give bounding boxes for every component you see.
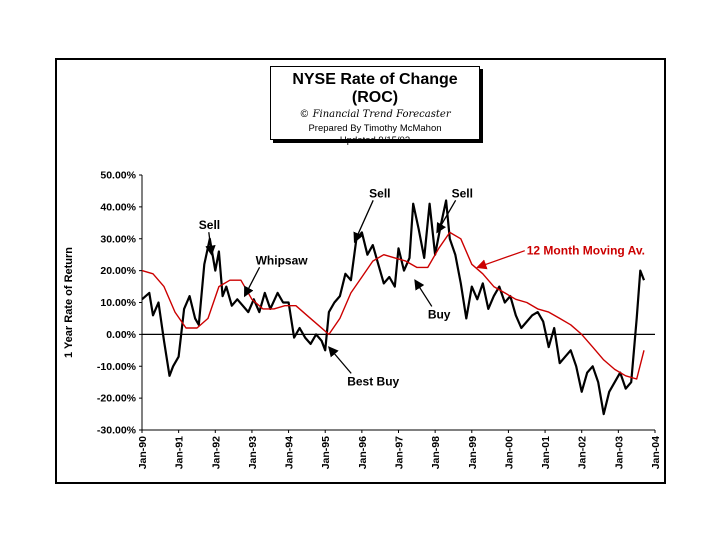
x-tick-label: Jan-90	[137, 436, 149, 469]
chart-title-box: NYSE Rate of Change (ROC) © Financial Tr…	[270, 66, 480, 146]
x-tick-label: Jan-03	[613, 436, 625, 469]
y-axis-label: 1 Year Rate of Return	[63, 247, 75, 358]
x-tick-label: Jan-92	[210, 436, 222, 469]
updated-text: Updated 9/15/03	[339, 135, 411, 146]
y-tick-label: 30.00%	[100, 233, 136, 245]
y-tick-label: -20.00%	[97, 393, 137, 405]
annotation-label: 12 Month Moving Av.	[527, 244, 645, 258]
annotation-arrow	[353, 200, 374, 244]
x-tick-label: Jan-00	[503, 436, 515, 469]
x-tick-label: Jan-94	[284, 436, 296, 469]
annotation-label: Buy	[428, 307, 451, 321]
y-tick-label: 40.00%	[100, 201, 136, 213]
y-tick-label: 20.00%	[100, 265, 136, 277]
x-tick-label: Jan-98	[430, 436, 442, 469]
x-tick-label: Jan-02	[577, 436, 589, 469]
annotation-label: Sell	[452, 186, 473, 200]
annotation-arrow	[476, 250, 525, 270]
x-tick-label: Jan-01	[540, 436, 552, 469]
annotation-arrow	[205, 232, 216, 256]
y-tick-label: 0.00%	[106, 329, 136, 341]
annotation-label: Best Buy	[347, 374, 399, 388]
annotation-label: Sell	[369, 186, 390, 200]
annotation-arrow	[414, 279, 433, 307]
x-tick-label: Jan-95	[320, 436, 332, 469]
x-tick-label: Jan-91	[174, 436, 186, 469]
annotation-arrow	[328, 346, 352, 374]
y-tick-label: 10.00%	[100, 297, 136, 309]
annotation-arrow	[436, 199, 457, 234]
annotation-arrow	[244, 266, 261, 298]
y-tick-label: -30.00%	[97, 425, 137, 437]
roc-series-line	[141, 199, 646, 416]
x-tick-label: Jan-93	[247, 436, 259, 469]
moving-average-series-line	[141, 231, 645, 380]
copyright-text: © Financial Trend Forecaster	[299, 109, 451, 120]
x-tick-label: Jan-97	[394, 436, 406, 469]
chart-title: NYSE Rate of Change (ROC)	[292, 71, 458, 106]
y-tick-label: 50.00%	[100, 170, 136, 182]
x-tick-label: Jan-04	[650, 436, 662, 469]
x-tick-label: Jan-96	[357, 436, 369, 469]
x-tick-label: Jan-99	[467, 436, 479, 469]
y-tick-label: -10.00%	[97, 361, 137, 373]
annotation-label: Whipsaw	[256, 253, 309, 267]
prepared-by-text: Prepared By Timothy McMahon	[308, 123, 442, 134]
annotation-label: Sell	[199, 218, 220, 232]
